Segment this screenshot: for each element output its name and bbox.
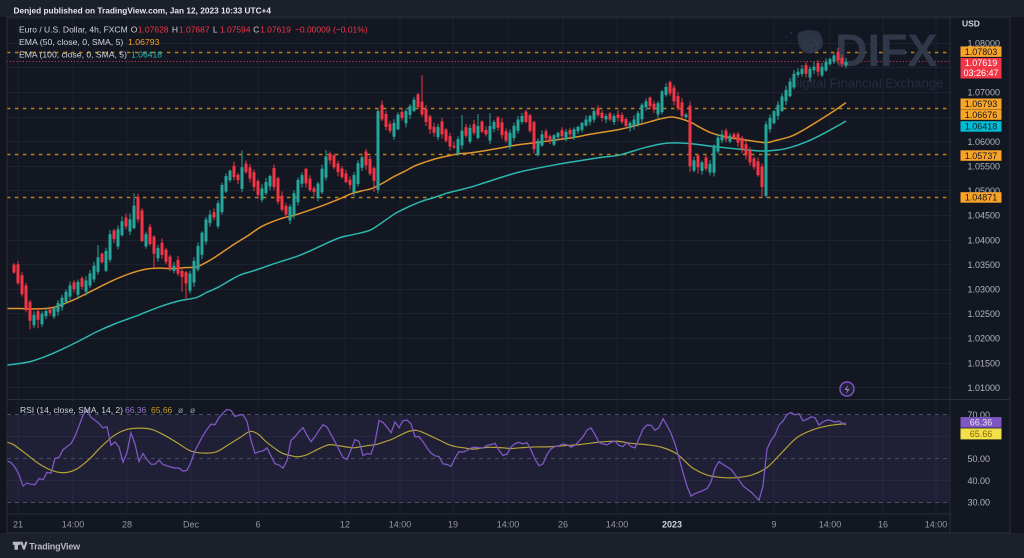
svg-text:EMA (50, close, 0, SMA, 5): EMA (50, close, 0, SMA, 5) bbox=[19, 37, 123, 47]
svg-text:12: 12 bbox=[340, 519, 350, 529]
svg-text:USD: USD bbox=[962, 19, 980, 29]
svg-text:1.05737: 1.05737 bbox=[965, 151, 998, 161]
svg-text:1.03500: 1.03500 bbox=[968, 260, 1001, 270]
svg-text:28: 28 bbox=[122, 519, 132, 529]
svg-text:14:00: 14:00 bbox=[497, 519, 520, 529]
svg-text:9: 9 bbox=[771, 519, 776, 529]
svg-text:1.07687: 1.07687 bbox=[179, 25, 210, 35]
svg-text:14:00: 14:00 bbox=[819, 519, 842, 529]
svg-text:1.04871: 1.04871 bbox=[965, 193, 998, 203]
svg-text:H: H bbox=[172, 25, 178, 35]
svg-text:1.07619: 1.07619 bbox=[260, 25, 291, 35]
svg-text:1.06000: 1.06000 bbox=[968, 137, 1001, 147]
svg-text:19: 19 bbox=[448, 519, 458, 529]
svg-text:26: 26 bbox=[558, 519, 568, 529]
svg-text:Dec: Dec bbox=[183, 519, 200, 529]
svg-text:14:00: 14:00 bbox=[389, 519, 412, 529]
svg-text:1.06676: 1.06676 bbox=[965, 110, 998, 120]
svg-text:L: L bbox=[213, 25, 218, 35]
svg-text:1.05000: 1.05000 bbox=[968, 186, 1001, 196]
svg-text:65.66: 65.66 bbox=[151, 405, 173, 415]
svg-text:1.02000: 1.02000 bbox=[968, 334, 1001, 344]
svg-text:1.06418: 1.06418 bbox=[965, 122, 998, 132]
svg-text:6: 6 bbox=[255, 519, 260, 529]
svg-text:1.04500: 1.04500 bbox=[968, 211, 1001, 221]
svg-text:1.07619: 1.07619 bbox=[965, 58, 998, 68]
svg-text:14:00: 14:00 bbox=[925, 519, 948, 529]
svg-text:50.00: 50.00 bbox=[968, 454, 991, 464]
svg-text:O: O bbox=[131, 25, 138, 35]
svg-text:RSI (14, close, SMA, 14, 2): RSI (14, close, SMA, 14, 2) bbox=[20, 405, 123, 415]
svg-text:1.07803: 1.07803 bbox=[965, 47, 998, 57]
svg-text:1.02500: 1.02500 bbox=[968, 309, 1001, 319]
svg-text:66.36: 66.36 bbox=[125, 405, 147, 415]
svg-text:14:00: 14:00 bbox=[62, 519, 85, 529]
svg-text:ø: ø bbox=[178, 405, 183, 415]
svg-text:1.06793: 1.06793 bbox=[128, 37, 160, 47]
svg-text:−0.00009 (−0.01%): −0.00009 (−0.01%) bbox=[295, 25, 368, 35]
svg-text:EMA (100, close, 0, SMA, 5): EMA (100, close, 0, SMA, 5) bbox=[19, 50, 127, 60]
svg-text:Denjed published on TradingVie: Denjed published on TradingView.com, Jan… bbox=[14, 6, 272, 16]
svg-text:16: 16 bbox=[878, 519, 888, 529]
svg-text:40.00: 40.00 bbox=[968, 476, 991, 486]
svg-text:1.07628: 1.07628 bbox=[138, 25, 169, 35]
svg-text:30.00: 30.00 bbox=[968, 498, 991, 508]
svg-text:65.66: 65.66 bbox=[970, 429, 993, 439]
svg-text:1.08000: 1.08000 bbox=[968, 38, 1001, 48]
svg-text:2023: 2023 bbox=[662, 519, 682, 529]
svg-text:ø: ø bbox=[190, 405, 195, 415]
svg-text:1.01500: 1.01500 bbox=[968, 358, 1001, 368]
svg-text:1.05500: 1.05500 bbox=[968, 161, 1001, 171]
svg-text:1.07000: 1.07000 bbox=[968, 88, 1001, 98]
svg-text:03:26:47: 03:26:47 bbox=[963, 68, 998, 78]
svg-text:TradingView: TradingView bbox=[29, 542, 81, 552]
svg-text:1.01000: 1.01000 bbox=[968, 383, 1001, 393]
svg-text:Digital Financial Exchange: Digital Financial Exchange bbox=[790, 76, 943, 91]
svg-text:70.00: 70.00 bbox=[968, 410, 991, 420]
svg-text:Euro / U.S. Dollar, 4h, FXCM: Euro / U.S. Dollar, 4h, FXCM bbox=[19, 25, 128, 35]
svg-text:1.03000: 1.03000 bbox=[968, 285, 1001, 295]
svg-text:14:00: 14:00 bbox=[606, 519, 629, 529]
svg-text:1.04000: 1.04000 bbox=[968, 235, 1001, 245]
svg-text:C: C bbox=[253, 25, 259, 35]
svg-text:1.06793: 1.06793 bbox=[965, 99, 998, 109]
svg-text:1.07594: 1.07594 bbox=[220, 25, 251, 35]
svg-text:DIFX: DIFX bbox=[835, 25, 938, 76]
svg-text:21: 21 bbox=[13, 519, 23, 529]
svg-text:66.36: 66.36 bbox=[970, 418, 993, 428]
svg-text:1.06418: 1.06418 bbox=[131, 50, 162, 60]
